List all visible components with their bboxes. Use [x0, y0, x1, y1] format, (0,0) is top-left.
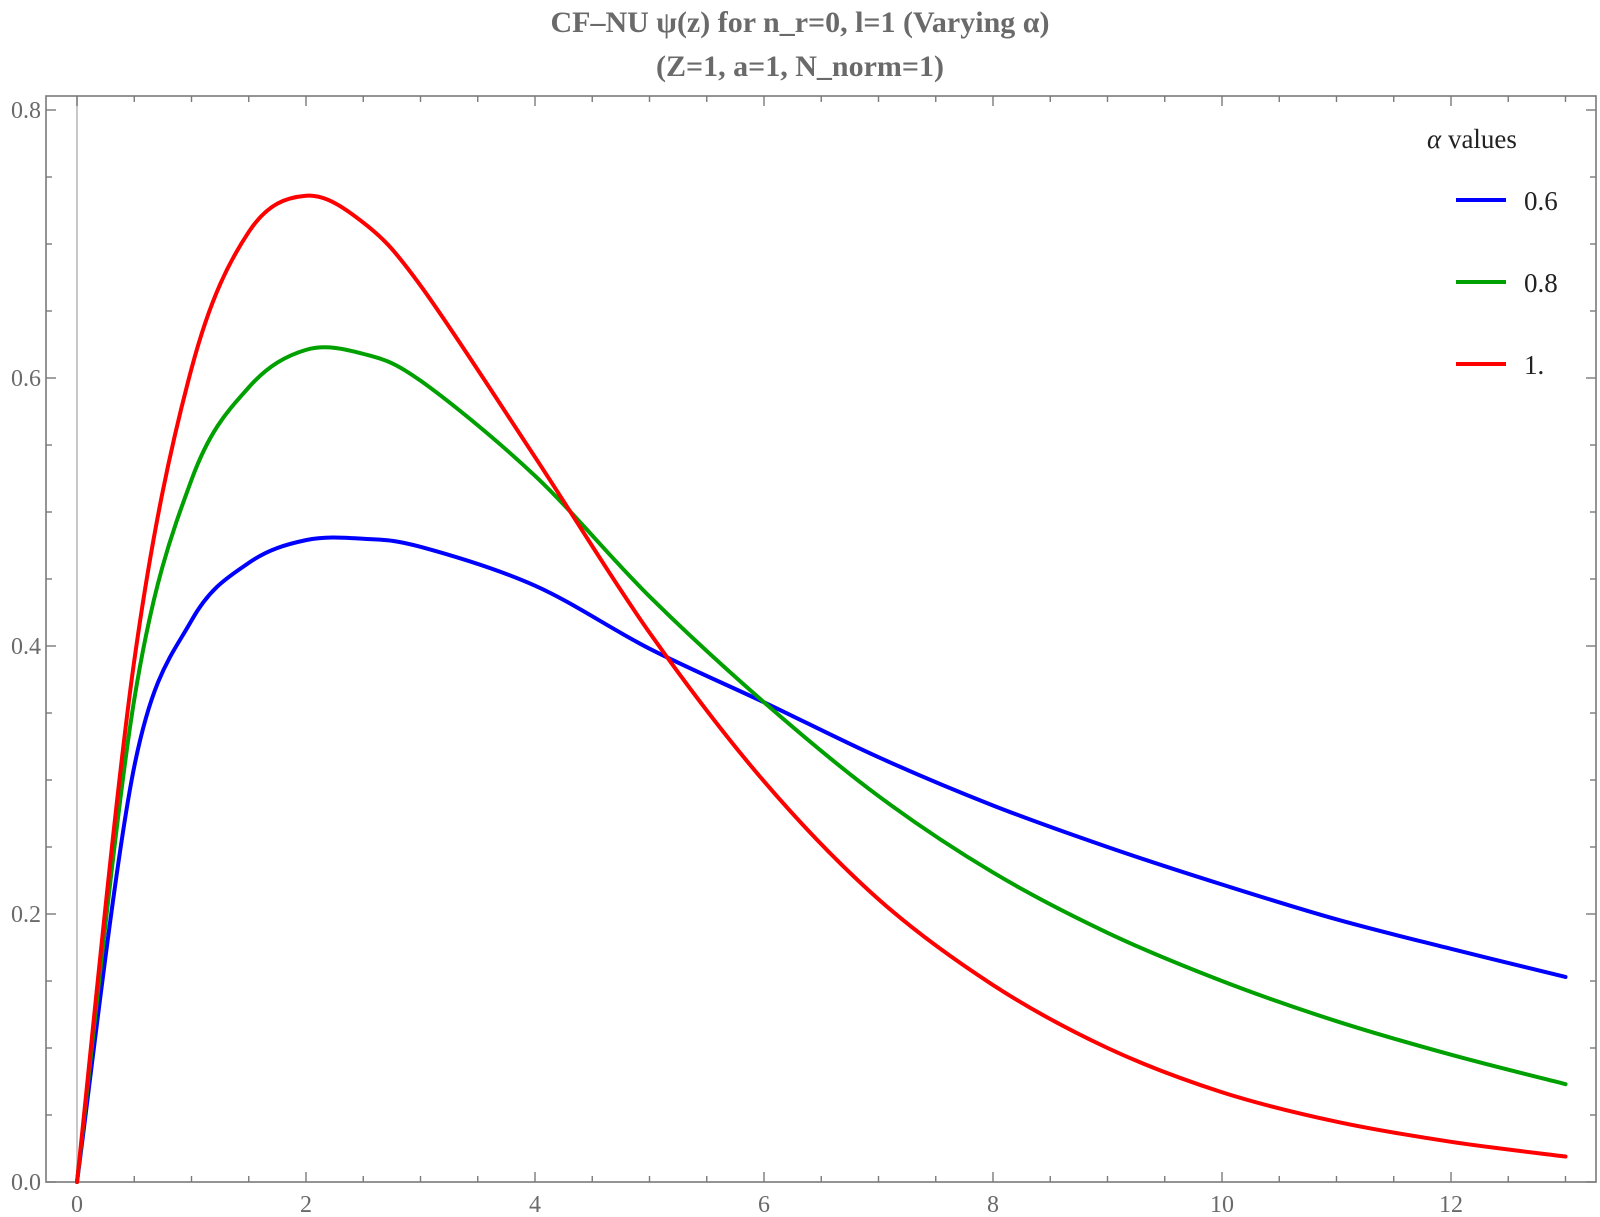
- x-tick-label: 4: [529, 1192, 541, 1217]
- legend-label: 0.6: [1524, 186, 1558, 216]
- x-tick-label: 8: [987, 1192, 999, 1217]
- x-tick-label: 12: [1439, 1192, 1463, 1217]
- y-tick-label: 0.4: [11, 634, 41, 660]
- x-tick-label: 2: [300, 1192, 312, 1217]
- x-tick-label: 0: [71, 1192, 83, 1217]
- legend-title: α values: [1427, 124, 1517, 154]
- chart-title: CF–NU ψ(z) for n_r=0, l=1 (Varying α): [550, 6, 1050, 39]
- series-line-1_: [75, 193, 1568, 1184]
- x-tick-label: 6: [758, 1192, 770, 1217]
- y-tick-label: 0.2: [11, 902, 41, 928]
- x-tick-label: 10: [1210, 1192, 1234, 1217]
- plot-frame: [45, 95, 1597, 1183]
- y-tick-label: 0.6: [11, 366, 41, 392]
- series-line-0_6: [75, 535, 1568, 1184]
- y-tick-label: 0.8: [11, 98, 41, 124]
- chart-subtitle: (Z=1, a=1, N_norm=1): [656, 50, 944, 83]
- series-line-0_8: [75, 345, 1568, 1184]
- legend-label: 1.: [1524, 350, 1544, 380]
- legend-label: 0.8: [1524, 268, 1558, 298]
- y-tick-label: 0.0: [11, 1170, 41, 1196]
